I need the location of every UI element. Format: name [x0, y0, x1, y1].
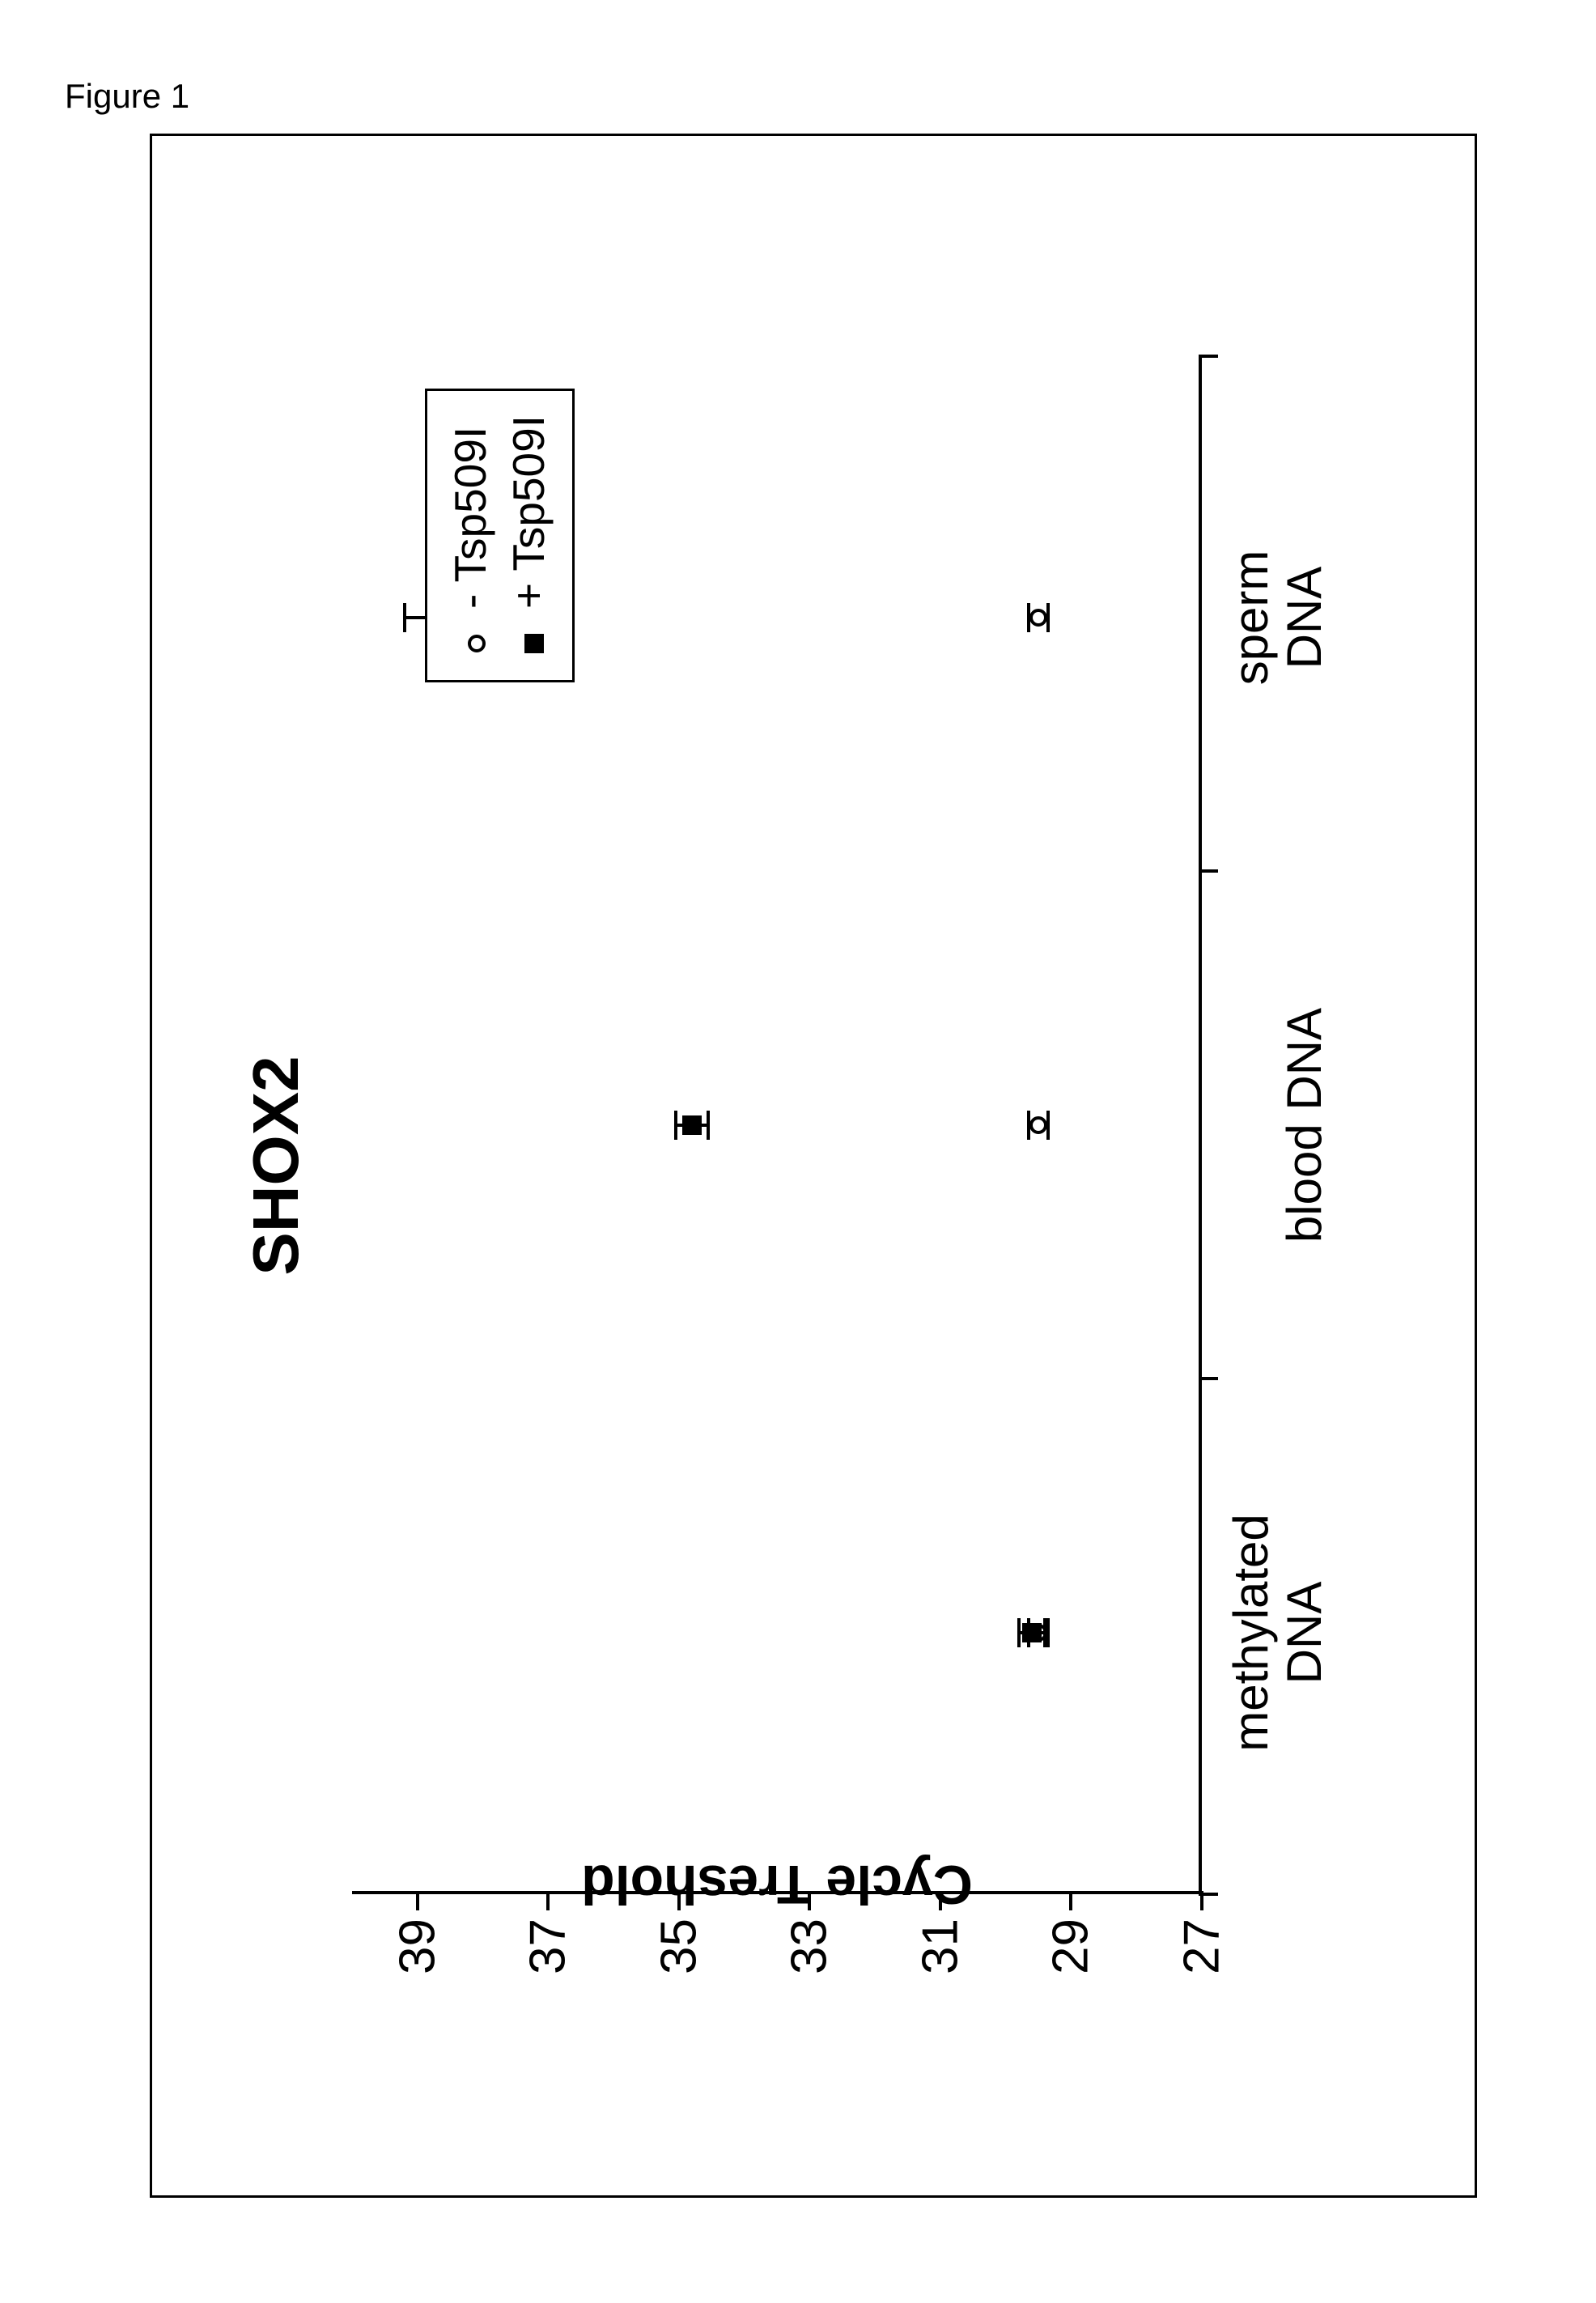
legend-item-minus: - Tsp509I: [442, 415, 500, 664]
y-tick-label: 33: [781, 1918, 838, 1983]
chart-title: SHOX2: [239, 1056, 313, 1275]
y-tick: [1069, 1891, 1072, 1910]
data-point: [1029, 609, 1047, 627]
x-tick: [1199, 1378, 1218, 1381]
y-tick: [416, 1891, 419, 1910]
figure-label: Figure 1: [65, 77, 189, 116]
x-axis-line: [1199, 356, 1202, 1894]
x-tick-label: methylated DNA: [1225, 1514, 1331, 1752]
y-tick-label: 27: [1174, 1918, 1231, 1983]
error-bar-cap: [403, 603, 406, 632]
open-circle-icon: [1029, 609, 1047, 627]
chart-container: SHOX2 Cycle Treshold 27293133353739 meth…: [206, 194, 1420, 2137]
filled-square-icon: [500, 623, 558, 664]
y-tick: [546, 1891, 550, 1910]
open-circle-icon: [1029, 1116, 1047, 1134]
x-tick: [1199, 870, 1218, 873]
plot-area: Cycle Treshold 27293133353739 methylated…: [352, 356, 1202, 1894]
y-tick: [677, 1891, 681, 1910]
legend-label: + Tsp509I: [500, 415, 558, 609]
filled-square-icon: [682, 1115, 702, 1135]
legend-box: - Tsp509I + Tsp509I: [425, 389, 575, 682]
open-circle-icon: [442, 623, 500, 664]
legend-label: - Tsp509I: [442, 427, 500, 609]
error-bar-cap: [674, 1111, 677, 1140]
outer-frame: SHOX2 Cycle Treshold 27293133353739 meth…: [150, 134, 1477, 2198]
error-bar-cap: [1017, 1618, 1021, 1647]
x-tick-label: sperm DNA: [1225, 550, 1331, 686]
filled-square-icon: [1022, 1623, 1042, 1642]
data-point: [1029, 1116, 1047, 1134]
y-tick: [939, 1891, 942, 1910]
y-tick: [808, 1891, 811, 1910]
x-tick: [1199, 355, 1218, 358]
y-tick-label: 29: [1042, 1918, 1100, 1983]
data-point: [682, 1115, 702, 1135]
legend-item-plus: + Tsp509I: [500, 415, 558, 664]
error-bar-cap: [1043, 1618, 1046, 1647]
y-tick-label: 37: [520, 1918, 577, 1983]
error-bar-cap: [707, 1111, 710, 1140]
x-tick-label: blood DNA: [1278, 1008, 1331, 1243]
data-point: [1022, 1623, 1042, 1642]
y-tick-label: 39: [388, 1918, 446, 1983]
y-tick-label: 35: [650, 1918, 707, 1983]
x-tick: [1199, 1893, 1218, 1896]
y-axis-label: Cycle Treshold: [581, 1853, 973, 1916]
y-tick-label: 31: [911, 1918, 969, 1983]
